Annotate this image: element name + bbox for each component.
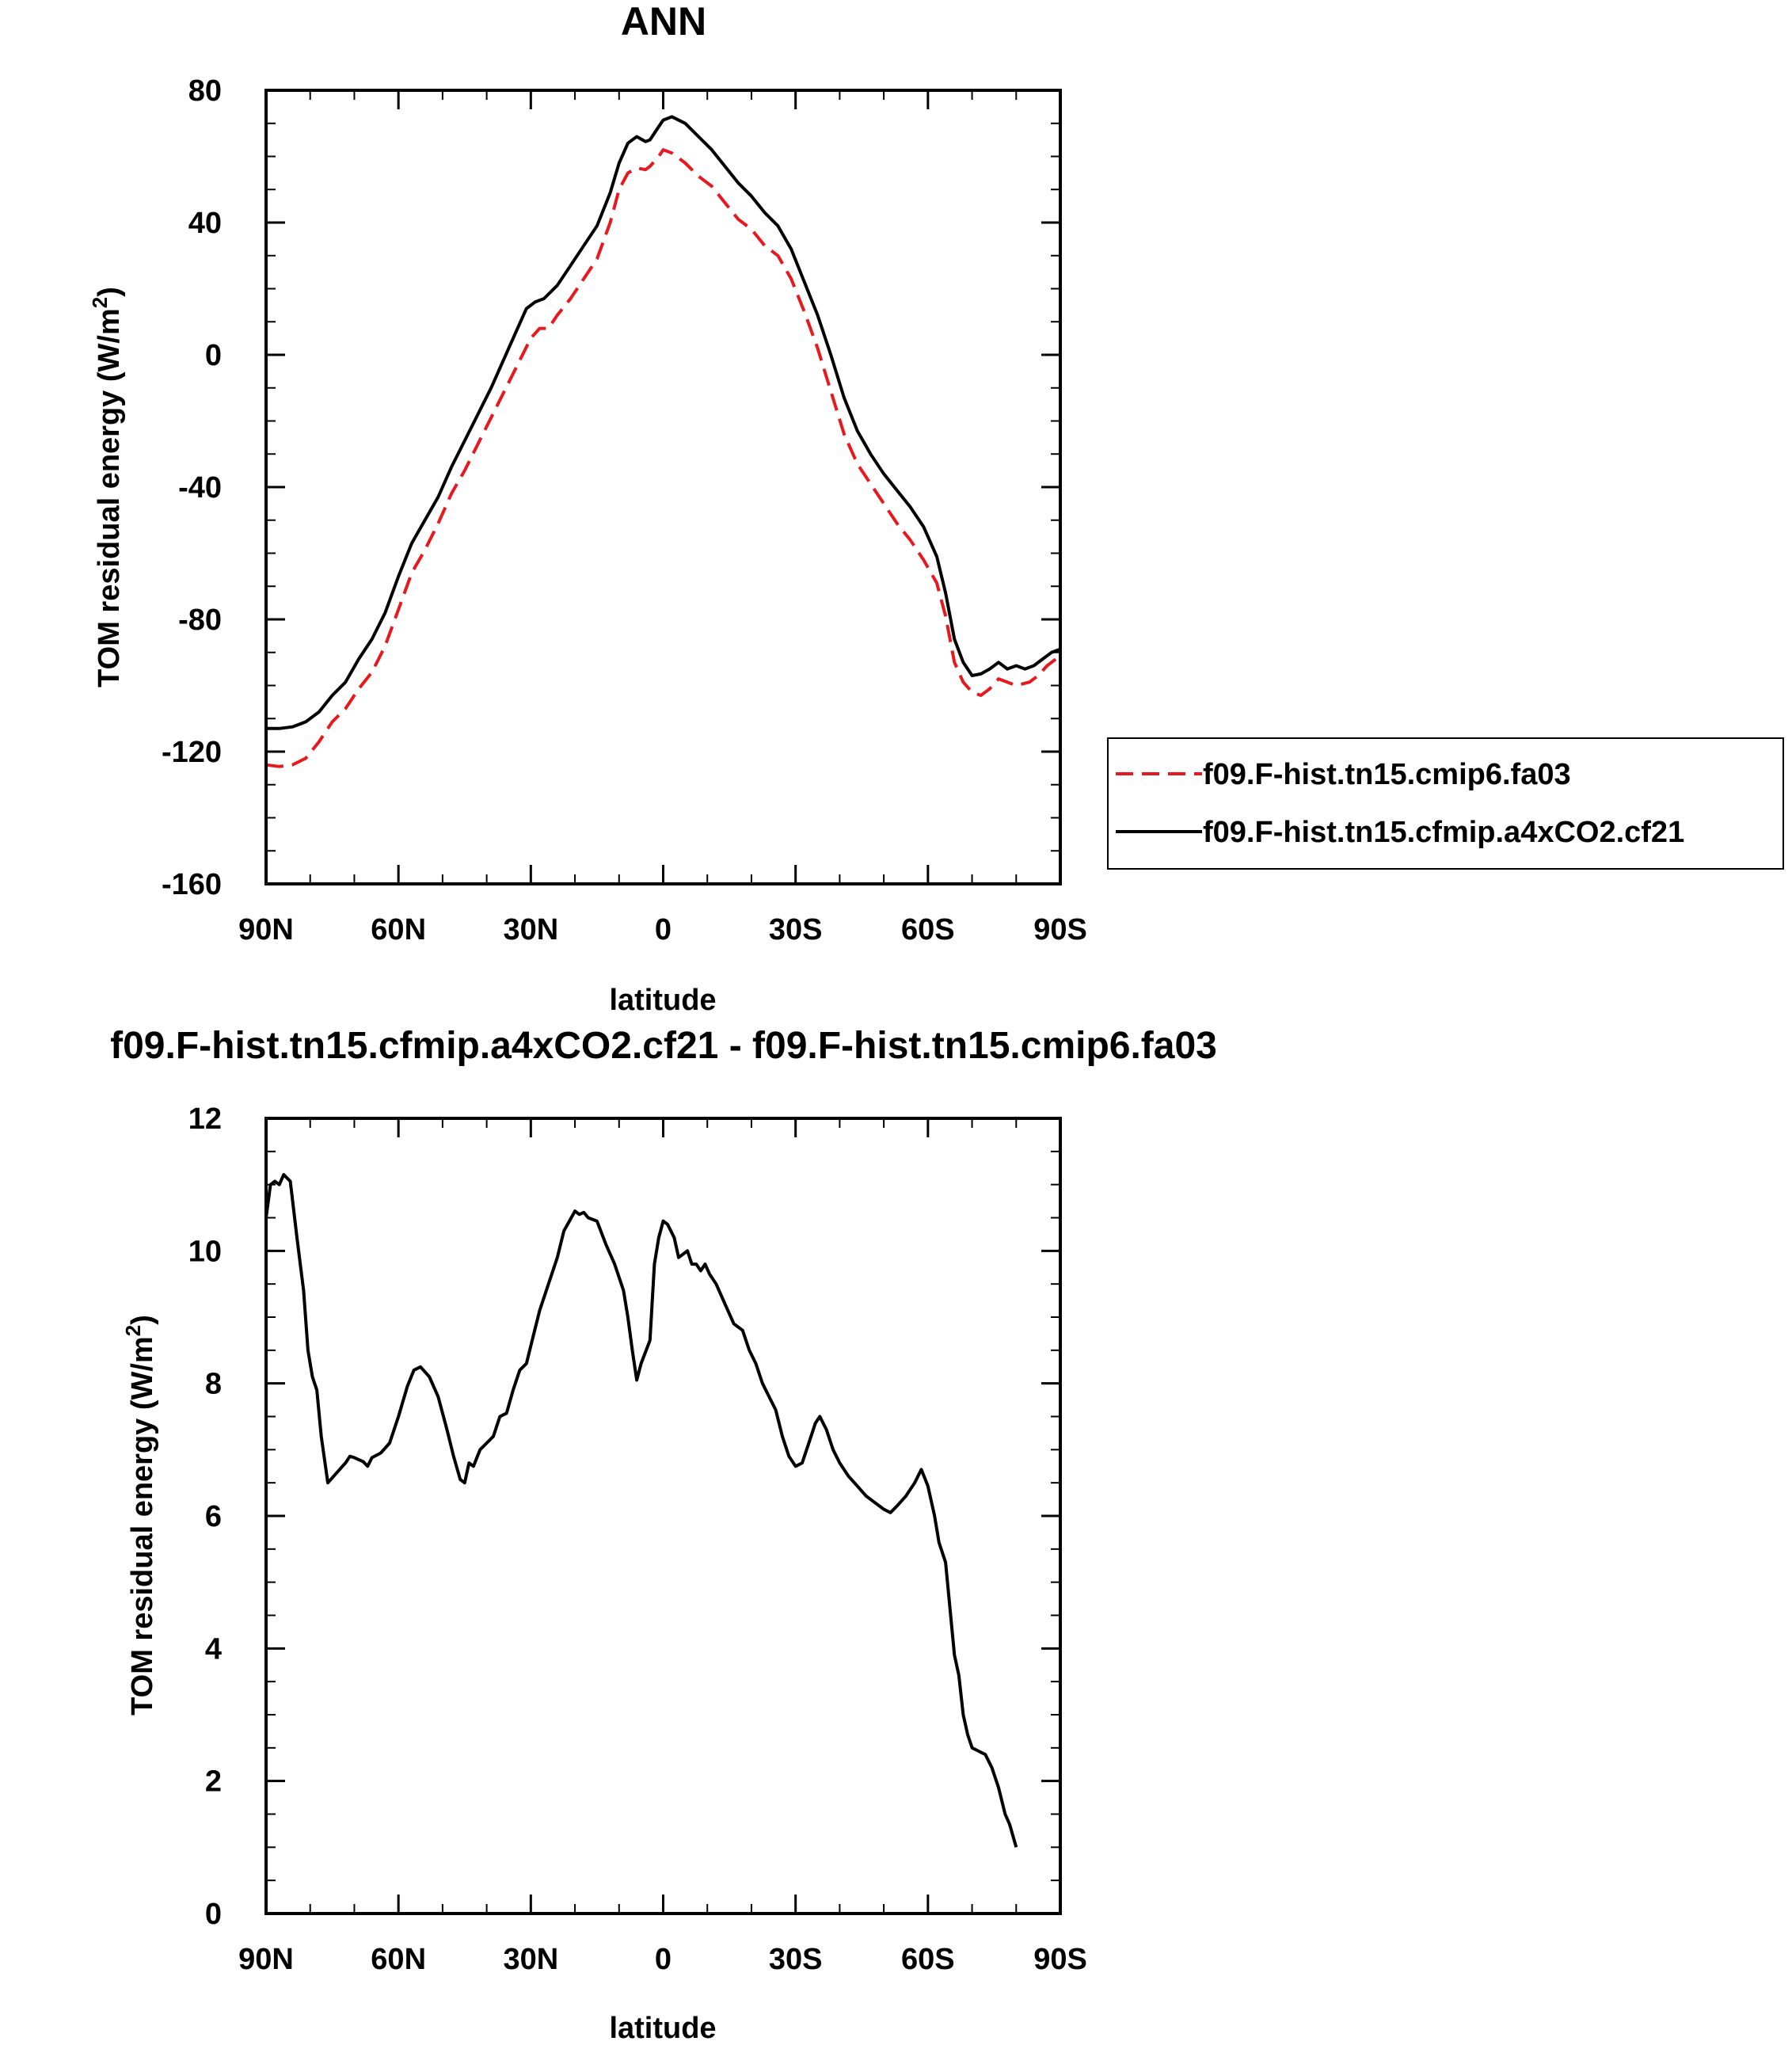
legend: f09.F-hist.tn15.cmip6.fa03 f09.F-hist.tn…: [1107, 737, 1784, 870]
top-y-axis-label-superscript: 2: [88, 297, 112, 308]
bottom-y-axis-label: TOM residual energy (W/m2): [121, 1315, 159, 1716]
top-x-tick-label: 90N: [238, 913, 294, 946]
bot-x-tick-label: 90S: [1033, 1943, 1087, 1976]
top-x-tick-label: 60S: [901, 913, 955, 946]
bottom-y-axis-label-main: TOM residual energy (W/m: [126, 1336, 159, 1716]
top-y-axis-label: TOM residual energy (W/m2): [88, 287, 126, 687]
top-series-line-1: [266, 115, 1061, 730]
top-y-tick-label: -80: [178, 604, 222, 637]
bot-y-tick-label: 2: [205, 1765, 222, 1799]
top-x-tick-label: 60N: [371, 913, 426, 946]
bot-x-tick-label: 60N: [371, 1943, 426, 1976]
top-series-lines: [265, 115, 1062, 768]
top-y-tick-label: 40: [188, 207, 222, 240]
bot-series-line-0: [264, 1173, 1018, 1848]
bot-y-tick-label: 12: [188, 1102, 222, 1136]
top-x-tick-labels: 90N 60N 30N 0 30S 60S 90S: [238, 913, 1087, 946]
top-y-tick-labels: 80 40 0 -40 -80 -120 -160: [162, 74, 222, 901]
top-y-tick-label: -120: [162, 736, 222, 769]
legend-label-cf21: f09.F-hist.tn15.cfmip.a4xCO2.cf21: [1203, 816, 1684, 849]
top-y-tick-label: 0: [205, 339, 222, 372]
top-y-axis-label-close: ): [93, 287, 126, 297]
top-series-line-0: [265, 148, 1062, 768]
top-y-tick-label: 80: [188, 74, 222, 108]
top-y-tick-label: -40: [178, 471, 222, 505]
panel-bottom-difference: f09.F-hist.tn15.cfmip.a4xCO2.cf21 - f09.…: [110, 1025, 1217, 2045]
bot-y-tick-label: 8: [205, 1368, 222, 1401]
top-chart-title: ANN: [621, 0, 706, 44]
bot-x-tick-label: 90N: [238, 1943, 294, 1976]
bottom-x-axis-label: latitude: [609, 2012, 716, 2045]
top-plot-frame: [264, 89, 1062, 885]
bot-x-tick-label: 30N: [503, 1943, 558, 1976]
bot-y-tick-label: 4: [205, 1632, 222, 1666]
bot-x-tick-label: 60S: [901, 1943, 955, 1976]
bot-y-tick-label: 6: [205, 1500, 222, 1533]
top-x-tick-label: 30N: [503, 913, 558, 946]
bot-y-tick-label: 10: [188, 1235, 222, 1268]
top-y-axis-label-main: TOM residual energy (W/m: [93, 308, 126, 687]
top-x-tick-label: 0: [655, 913, 672, 946]
bottom-series-lines: [264, 1173, 1018, 1848]
legend-box: [1107, 737, 1784, 870]
legend-label-fa03: f09.F-hist.tn15.cmip6.fa03: [1203, 758, 1571, 791]
top-y-tick-label: -160: [162, 868, 222, 901]
bottom-x-tick-labels: 90N 60N 30N 0 30S 60S 90S: [238, 1943, 1087, 1976]
bot-y-tick-label: 0: [205, 1898, 222, 1931]
bottom-y-axis-label-superscript: 2: [121, 1325, 145, 1336]
top-x-tick-label: 90S: [1033, 913, 1087, 946]
bottom-plot-frame: [264, 1117, 1062, 1915]
bottom-chart-title: f09.F-hist.tn15.cfmip.a4xCO2.cf21 - f09.…: [110, 1025, 1217, 1067]
panel-top-annual-mean: ANN 80 40 0 -40 -80 -120 -160 90N 60N 30N 0 30S 60S…: [88, 0, 1784, 1017]
top-x-axis-label: latitude: [609, 984, 716, 1017]
bottom-y-axis-label-close: ): [126, 1315, 159, 1325]
bot-x-tick-label: 0: [655, 1943, 672, 1976]
top-x-tick-label: 30S: [769, 913, 823, 946]
bottom-y-tick-labels: 12 10 8 6 4 2 0: [188, 1102, 222, 1931]
bot-x-tick-label: 30S: [769, 1943, 823, 1976]
